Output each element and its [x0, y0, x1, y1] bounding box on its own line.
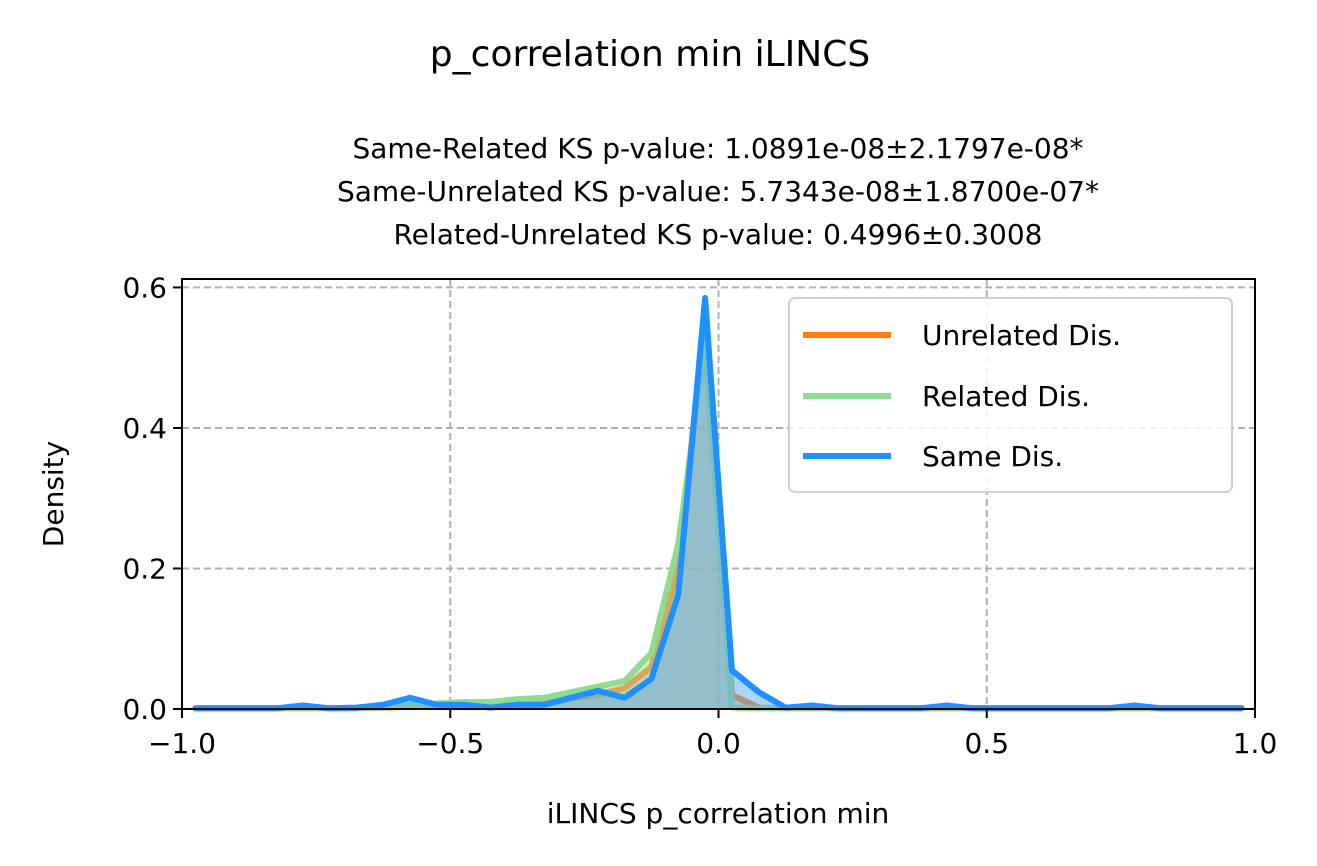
y-tick-label-1: 0.2 — [122, 552, 167, 585]
legend-label-1: Related Dis. — [922, 380, 1090, 413]
x-tick-label-1: −0.5 — [416, 727, 484, 760]
y-tick-label-3: 0.6 — [122, 271, 167, 304]
figure-suptitle: p_correlation min iLINCS — [430, 34, 870, 75]
legend-label-2: Same Dis. — [922, 440, 1063, 473]
subtitle-line-2: Same-Unrelated KS p-value: 5.7343e-08±1.… — [337, 175, 1099, 208]
y-axis-label: Density — [37, 441, 70, 547]
legend-label-0: Unrelated Dis. — [922, 319, 1121, 352]
x-axis-label: iLINCS p_correlation min — [547, 797, 890, 830]
legend: Unrelated Dis. Related Dis. Same Dis. — [788, 297, 1233, 493]
x-tick-label-0: −1.0 — [148, 727, 216, 760]
legend-box — [788, 297, 1233, 493]
subtitle-line-1: Same-Related KS p-value: 1.0891e-08±2.17… — [352, 132, 1083, 165]
x-tick-label-3: 0.5 — [964, 727, 1009, 760]
tick-layer: −1.0 −0.5 0.0 0.5 1.0 0.0 0.2 0.4 0.6 — [122, 271, 1277, 760]
y-tick-label-2: 0.4 — [122, 412, 167, 445]
x-tick-label-2: 0.0 — [696, 727, 741, 760]
subtitle-line-3: Related-Unrelated KS p-value: 0.4996±0.3… — [393, 218, 1042, 251]
y-tick-label-0: 0.0 — [122, 693, 167, 726]
x-tick-label-4: 1.0 — [1233, 727, 1278, 760]
